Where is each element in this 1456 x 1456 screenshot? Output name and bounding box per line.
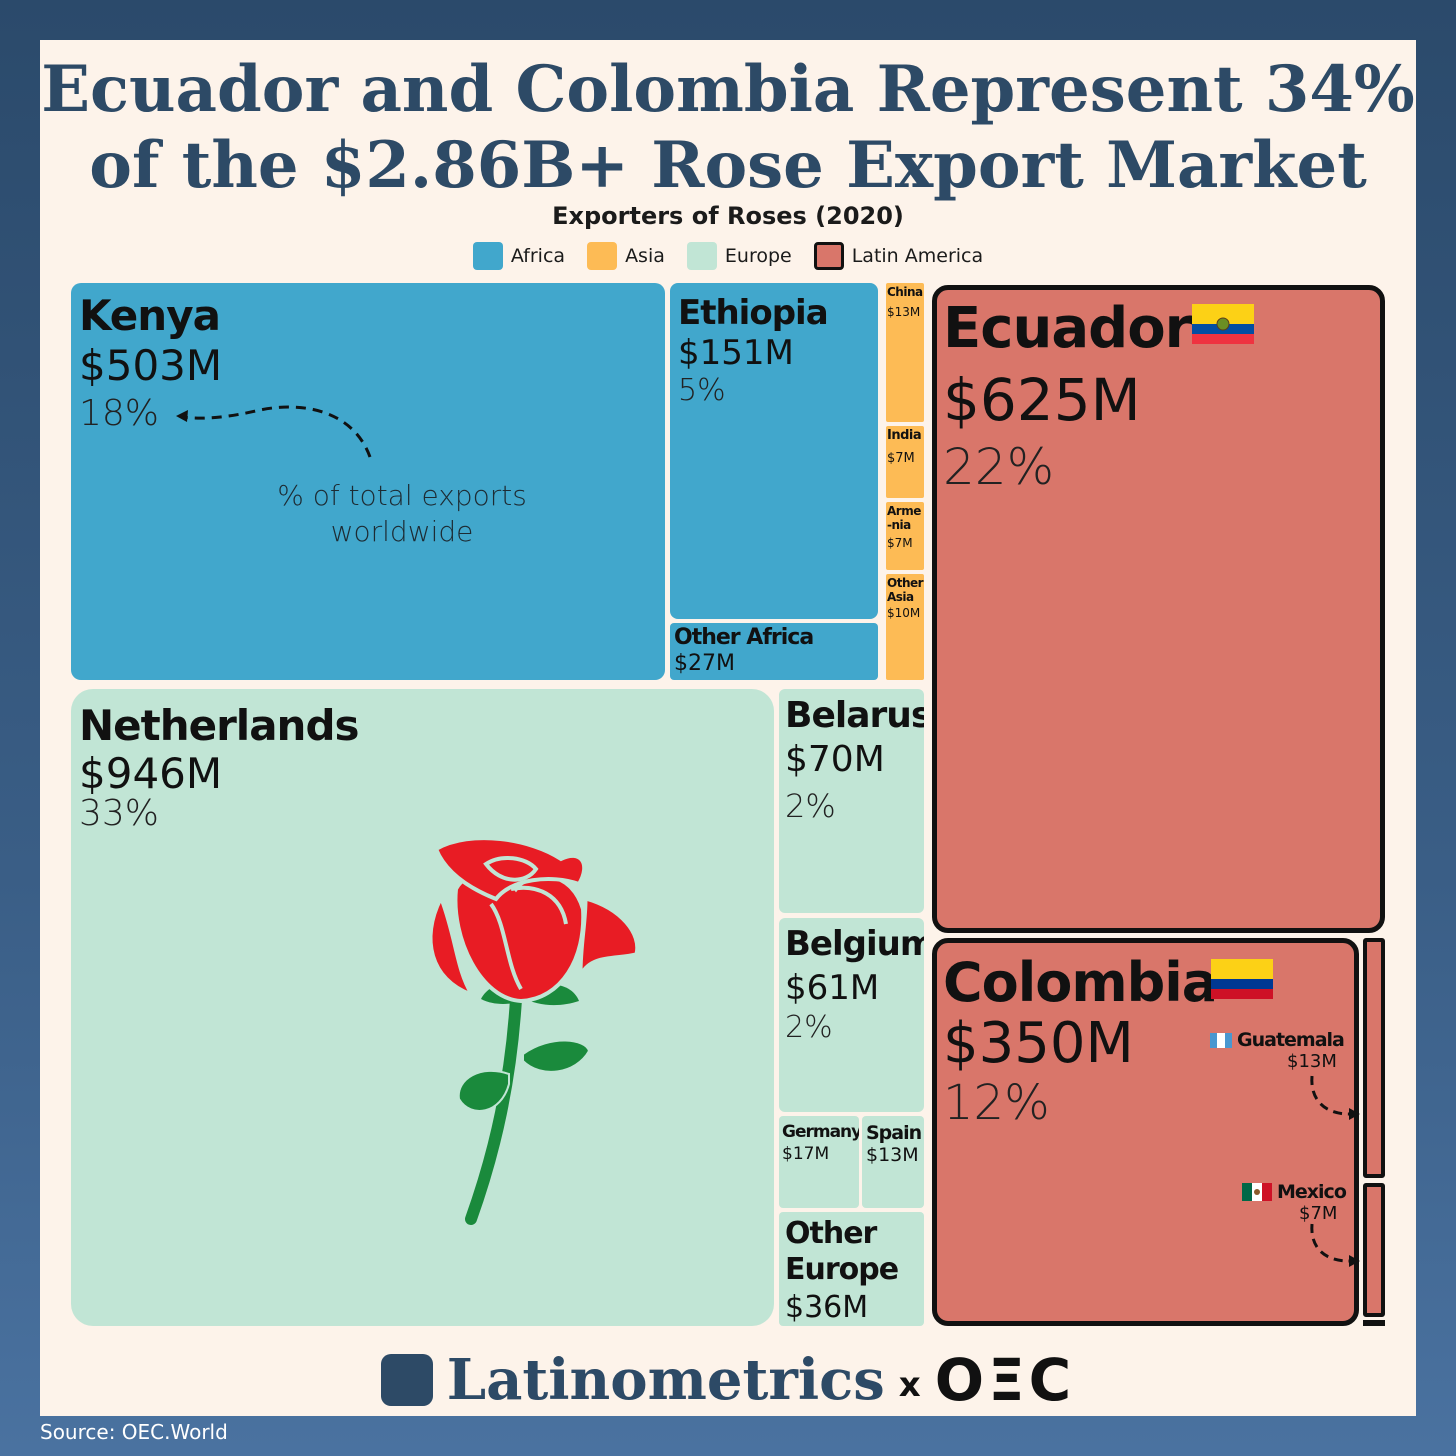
legend-swatch-latin-america [813, 242, 844, 270]
tile-belgium: Belgium $61M 2% [779, 918, 924, 1112]
tile-label-other-asia: Other Asia [887, 576, 924, 604]
tile-value-other-asia: $10M [887, 606, 921, 620]
annotation-text: % of total exports worldwide [277, 479, 527, 548]
tile-value-spain: $13M [866, 1144, 919, 1166]
tile-ethiopia: Ethiopia $151M 5% [670, 283, 878, 619]
tile-value-other-africa: $27M [674, 651, 735, 676]
tile-value-kenya: $503M [79, 341, 223, 390]
legend-item-asia: Asia [587, 242, 665, 270]
tile-india: India $7M [886, 426, 924, 498]
oec-logo: OΞC [934, 1346, 1076, 1414]
legend-label-latin-america: Latin America [851, 245, 984, 267]
legend-item-latin-america: Latin America [813, 242, 984, 270]
tile-label-colombia: Colombia [943, 951, 1218, 1014]
tile-value-guatemala: $13M [1287, 1051, 1337, 1072]
tile-value-netherlands: $946M [79, 749, 223, 798]
tile-label-spain: Spain [866, 1122, 922, 1144]
tile-pct-colombia: 12% [943, 1075, 1050, 1131]
tile-armenia: Arme-nia $7M [886, 502, 924, 570]
tile-other-africa: Other Africa $27M [670, 623, 878, 680]
chart-subtitle: Exporters of Roses (2020) [552, 202, 904, 230]
legend-item-europe: Europe [686, 242, 792, 270]
tile-label-kenya: Kenya [79, 291, 221, 340]
tile-label-germany: Germany [782, 1122, 859, 1142]
tile-label-armenia: Arme-nia [887, 504, 921, 532]
tile-label-guatemala: Guatemala [1237, 1029, 1345, 1051]
tile-mexico [1363, 1183, 1385, 1317]
tile-value-belarus: $70M [785, 739, 885, 780]
legend: Africa Asia Europe Latin America [0, 242, 1456, 270]
tile-label-belarus: Belarus [785, 695, 924, 736]
tile-label-china: China [887, 285, 923, 299]
colombia-flag-icon [1211, 959, 1273, 999]
tile-value-germany: $17M [782, 1144, 830, 1164]
tile-value-armenia: $7M [887, 536, 913, 550]
chart-title: Ecuador and Colombia Represent 34% of th… [41, 52, 1415, 203]
tile-germany: Germany $17M [779, 1116, 859, 1208]
tile-value-other-europe: $36M [785, 1290, 869, 1325]
legend-swatch-africa [472, 242, 503, 270]
tile-other-latam [1363, 1320, 1385, 1326]
tile-label-other-africa: Other Africa [674, 625, 814, 650]
tile-pct-netherlands: 33% [79, 793, 160, 834]
legend-label-asia: Asia [625, 245, 665, 267]
legend-swatch-europe [686, 242, 717, 270]
tile-other-asia: Other Asia $10M [886, 574, 924, 680]
tile-label-netherlands: Netherlands [79, 701, 360, 750]
source-note: Source: OEC.World [40, 1420, 228, 1444]
tile-value-belgium: $61M [785, 968, 880, 1008]
guatemala-flag-icon [1210, 1033, 1232, 1048]
annotation-arrow [176, 405, 372, 458]
tile-colombia: Colombia $350M 12% Guatemala $13M Mexico… [932, 938, 1359, 1326]
tile-kenya: Kenya $503M 18% [71, 283, 665, 680]
tile-belarus: Belarus $70M 2% [779, 689, 924, 913]
tile-value-india: $7M [887, 451, 915, 466]
tile-label-belgium: Belgium [785, 924, 924, 964]
tile-spain: Spain $13M [862, 1116, 924, 1208]
latam-callout-arrows [1310, 1075, 1360, 1267]
legend-label-africa: Africa [510, 245, 566, 267]
tile-value-ethiopia: $151M [678, 333, 794, 373]
legend-item-africa: Africa [472, 242, 566, 270]
tile-guatemala [1363, 938, 1385, 1178]
legend-swatch-asia [587, 242, 618, 270]
tile-pct-kenya: 18% [79, 393, 160, 434]
tile-pct-ethiopia: 5% [678, 373, 726, 408]
mexico-flag-icon [1242, 1183, 1272, 1201]
tile-value-ecuador: $625M [943, 366, 1141, 434]
latinometrics-logo-icon [380, 1354, 433, 1406]
tile-value-colombia: $350M [943, 1011, 1134, 1076]
brand-name: Latinometrics [446, 1347, 885, 1413]
tile-netherlands: Netherlands $946M 33% [71, 689, 774, 1326]
tile-label-other-europe: Other Europe [785, 1216, 899, 1287]
rose-icon [429, 836, 639, 1225]
tile-china: China $13M [886, 283, 924, 422]
tile-pct-belarus: 2% [785, 787, 836, 825]
ecuador-flag-icon [1192, 304, 1254, 344]
legend-label-europe: Europe [724, 245, 792, 267]
tile-label-mexico: Mexico [1277, 1181, 1347, 1203]
tile-other-europe: Other Europe $36M [779, 1212, 924, 1326]
brand-x: x [898, 1365, 921, 1405]
tile-pct-belgium: 2% [785, 1010, 833, 1045]
footer-brand: Latinometrics x OΞC [0, 1346, 1456, 1414]
tile-pct-ecuador: 22% [943, 438, 1055, 496]
tile-value-mexico: $7M [1299, 1203, 1338, 1224]
tile-ecuador: Ecuador $625M 22% [932, 285, 1385, 933]
tile-value-china: $13M [887, 305, 921, 319]
tile-label-ecuador: Ecuador [943, 296, 1192, 361]
tile-label-ethiopia: Ethiopia [678, 293, 829, 333]
tile-label-india: India [887, 428, 922, 443]
